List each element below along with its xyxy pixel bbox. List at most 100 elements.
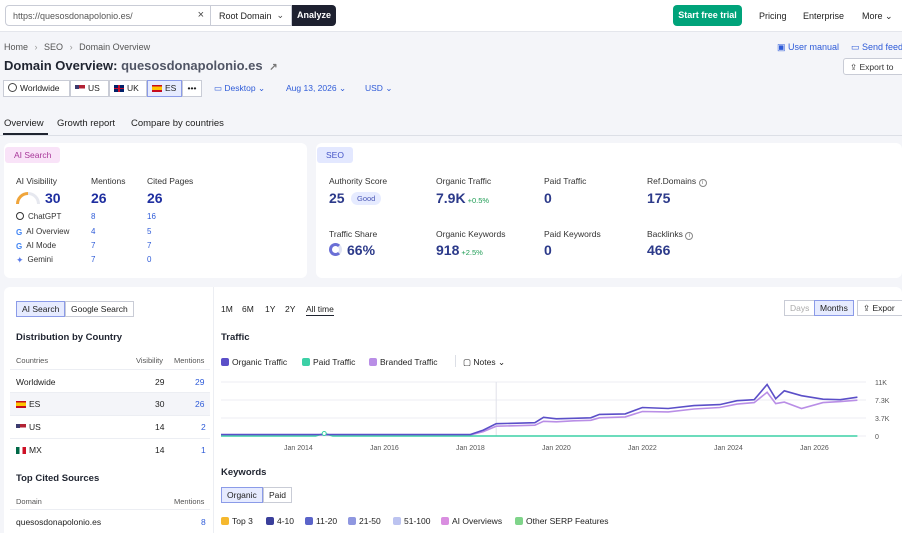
- series-line-organic-traffic: [221, 383, 858, 436]
- country-mentions[interactable]: 1: [201, 445, 206, 455]
- country-worldwide: Worldwide: [16, 377, 56, 387]
- notes-dropdown[interactable]: ▢ Notes ⌄: [463, 357, 505, 368]
- ai-mode-mentions[interactable]: 7: [91, 241, 96, 250]
- chatgpt-cited[interactable]: 16: [147, 212, 156, 221]
- info-icon[interactable]: i: [685, 232, 694, 240]
- db-uk[interactable]: UK: [109, 80, 147, 97]
- organic-keywords-label: Organic Keywords: [436, 229, 506, 239]
- scope-select-value: Root Domain: [219, 11, 272, 21]
- keyword-legend-item[interactable]: Top 3: [221, 516, 253, 526]
- paid-traffic-value[interactable]: 0: [544, 190, 552, 206]
- chevron-down-icon: ⌄: [276, 10, 284, 20]
- globe-icon: [8, 83, 17, 92]
- tab-overview[interactable]: Overview: [4, 118, 44, 129]
- checkbox-icon: [348, 517, 356, 525]
- ai-mode-cited[interactable]: 7: [147, 241, 152, 250]
- backlinks-value[interactable]: 466: [647, 242, 671, 258]
- keyword-legend-item[interactable]: Other SERP Features: [515, 516, 609, 526]
- organic-traffic-value[interactable]: 7.9K +0.5%: [436, 190, 489, 206]
- keyword-legend-item[interactable]: AI Overviews: [441, 516, 502, 526]
- period-6m[interactable]: 6M: [242, 304, 254, 314]
- top-bar: https://quesosdonapolonio.es/ × Root Dom…: [0, 0, 902, 32]
- period-2y[interactable]: 2Y: [285, 304, 296, 314]
- export-button[interactable]: ⇪ Export to: [843, 58, 902, 75]
- granularity-days[interactable]: Days: [784, 300, 816, 316]
- authority-score-label: Authority Score: [329, 176, 388, 186]
- ai-overview-mentions[interactable]: 4: [91, 227, 96, 236]
- user-manual-label: User manual: [788, 42, 840, 52]
- toggle-organic[interactable]: Organic: [221, 487, 263, 503]
- nav-more[interactable]: More ⌄: [862, 11, 893, 22]
- db-us[interactable]: US: [70, 80, 109, 97]
- keyword-legend-item[interactable]: 51-100: [393, 516, 430, 526]
- user-manual-link[interactable]: ▣ User manual: [777, 42, 839, 53]
- device-filter[interactable]: ▭ Desktop ⌄: [214, 83, 265, 94]
- keyword-legend-item[interactable]: 11-20: [305, 516, 337, 526]
- paid-keywords-value[interactable]: 0: [544, 242, 552, 258]
- db-more-button[interactable]: •••: [182, 80, 202, 97]
- date-filter-label: Aug 13, 2026: [286, 83, 337, 93]
- chatgpt-mentions[interactable]: 8: [91, 212, 96, 221]
- period-1y[interactable]: 1Y: [265, 304, 276, 314]
- nav-pricing[interactable]: Pricing: [759, 11, 787, 21]
- x-tick-label: Jan 2024: [714, 445, 743, 452]
- country-mentions[interactable]: 29: [195, 377, 205, 387]
- start-trial-button[interactable]: Start free trial: [673, 5, 742, 26]
- country-mentions[interactable]: 2: [201, 422, 206, 432]
- checkbox-icon: [393, 517, 401, 525]
- us-flag-icon: [16, 424, 26, 431]
- authority-score-value[interactable]: 25: [329, 190, 345, 206]
- keyword-legend-item[interactable]: 21-50: [348, 516, 381, 526]
- currency-filter[interactable]: USD ⌄: [365, 83, 392, 94]
- breadcrumb: Home › SEO › Domain Overview: [4, 42, 154, 52]
- toggle-ai-search[interactable]: AI Search: [16, 301, 66, 317]
- ai-overview-cited[interactable]: 5: [147, 227, 152, 236]
- info-icon[interactable]: i: [698, 179, 707, 187]
- google-icon: G: [16, 242, 23, 251]
- note-icon: ▢: [463, 357, 472, 367]
- gemini-cited[interactable]: 0: [147, 255, 152, 264]
- chevron-down-icon: ⌄: [385, 83, 393, 93]
- country-mentions[interactable]: 26: [195, 399, 205, 409]
- checkbox-icon: [305, 517, 313, 525]
- organic-keywords-value[interactable]: 918 +2.5%: [436, 242, 483, 258]
- checkbox-icon: [369, 358, 377, 366]
- date-filter[interactable]: Aug 13, 2026 ⌄: [286, 83, 346, 94]
- col-source-mentions: Mentions: [174, 497, 205, 506]
- tab-compare-countries[interactable]: Compare by countries: [131, 118, 224, 129]
- period-all-time[interactable]: All time: [306, 304, 334, 316]
- send-feedback-link[interactable]: ▭ Send feed: [851, 42, 902, 53]
- external-link-icon[interactable]: ↗: [269, 62, 278, 73]
- x-tick-label: Jan 2026: [800, 445, 829, 452]
- period-1m[interactable]: 1M: [221, 304, 233, 314]
- tab-growth-report[interactable]: Growth report: [57, 118, 116, 129]
- breadcrumb-home[interactable]: Home: [4, 42, 29, 52]
- nav-enterprise[interactable]: Enterprise: [803, 11, 845, 21]
- source-mentions[interactable]: 8: [201, 517, 206, 527]
- legend-paid-traffic[interactable]: Paid Traffic: [302, 357, 355, 367]
- clear-icon[interactable]: ×: [197, 9, 204, 21]
- db-worldwide[interactable]: Worldwide: [3, 80, 70, 97]
- toggle-google-search[interactable]: Google Search: [65, 301, 134, 317]
- traffic-share-value[interactable]: 66%: [347, 242, 376, 258]
- ref-domains-value[interactable]: 175: [647, 190, 671, 206]
- traffic-chart[interactable]: 11K 7.3K 3.7K 0 Jan 2014 Jan 2016 Jan 2018 Jan …: [221, 378, 902, 454]
- scope-select[interactable]: Root Domain ⌄: [211, 5, 292, 26]
- keyword-legend-label: Other SERP Features: [526, 516, 609, 526]
- toggle-paid[interactable]: Paid: [263, 487, 293, 503]
- analyze-button[interactable]: Analyze: [292, 5, 336, 26]
- legend-organic-traffic[interactable]: Organic Traffic: [221, 357, 287, 367]
- legend-branded-traffic[interactable]: Branded Traffic: [369, 357, 438, 367]
- table-divider: [10, 438, 210, 439]
- keyword-legend-item[interactable]: 4-10: [266, 516, 294, 526]
- gemini-mentions[interactable]: 7: [91, 255, 96, 264]
- granularity-months[interactable]: Months: [814, 300, 854, 316]
- ai-search-tag: AI Search: [5, 147, 61, 163]
- db-es[interactable]: ES: [147, 80, 182, 97]
- x-tick-label: Jan 2022: [628, 445, 657, 452]
- traffic-export-button[interactable]: ⇪ Expor: [857, 300, 902, 316]
- table-row[interactable]: [10, 393, 210, 415]
- breadcrumb-seo[interactable]: SEO: [44, 42, 64, 52]
- domain-input[interactable]: https://quesosdonapolonio.es/ ×: [5, 5, 211, 26]
- source-domain[interactable]: quesosdonapolonio.es: [16, 517, 102, 527]
